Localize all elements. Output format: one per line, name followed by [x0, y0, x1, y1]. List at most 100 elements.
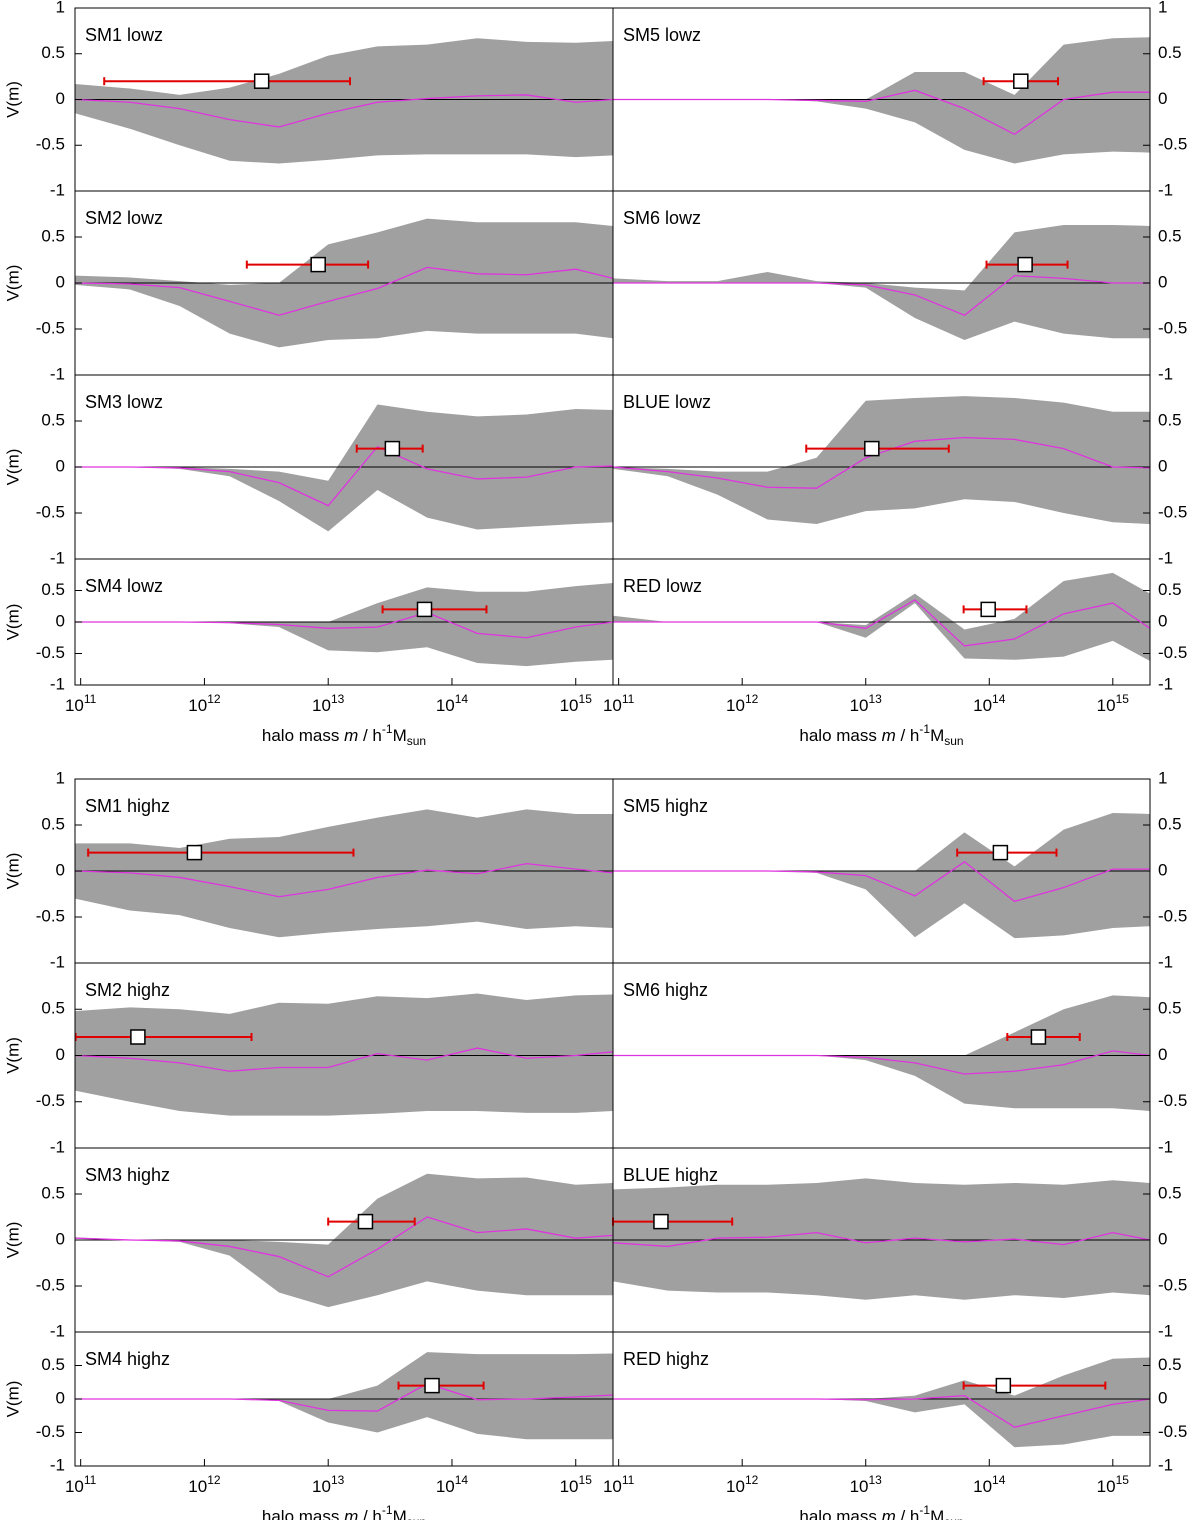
x-tick-base: 10 — [188, 696, 207, 715]
x-axis-label-part: halo mass — [799, 1507, 881, 1520]
y-tick-label: 1 — [56, 768, 65, 787]
confidence-band — [613, 1178, 1150, 1300]
y-axis-label: V(m) — [3, 449, 22, 486]
x-axis-label-part: / h — [896, 726, 920, 745]
x-axis-label-part: -1 — [919, 722, 930, 736]
x-tick-exponent: 12 — [745, 692, 759, 706]
mean-line — [74, 862, 614, 898]
x-axis-label: halo mass m / h-1Msun — [262, 1503, 426, 1520]
panel: BLUE lowz -1 -0.5 0 0.5 — [612, 374, 1187, 567]
panel: SM5 lowz -1 -0.5 0 0.5 1 — [612, 0, 1187, 199]
y-tick-label: -1 — [1158, 1137, 1173, 1156]
x-tick-label: 1011 — [603, 692, 635, 715]
x-axis-label: halo mass m / h-1Msun — [799, 1503, 963, 1520]
y-tick-label: -1 — [50, 364, 65, 383]
y-tick-label: -1 — [1158, 1321, 1173, 1340]
panel-label: BLUE lowz — [623, 392, 711, 412]
y-tick-label: 0 — [56, 860, 65, 879]
y-tick-label: -0.5 — [1158, 1091, 1187, 1110]
x-axis-label-part: halo mass — [262, 726, 344, 745]
confidence-band — [613, 37, 1150, 164]
x-tick-exponent: 13 — [331, 692, 345, 706]
confidence-band — [75, 582, 613, 667]
confidence-band — [75, 993, 613, 1116]
error-bar — [87, 848, 355, 857]
panel: SM6 highz -1 -0.5 0 0.5 — [612, 962, 1187, 1156]
x-axis-label-part: M — [393, 726, 407, 745]
y-tick-label: 0 — [56, 456, 65, 475]
confidence-band — [75, 1352, 613, 1440]
point — [416, 601, 433, 618]
x-tick-base: 10 — [65, 696, 84, 715]
point — [424, 1377, 440, 1394]
point — [253, 73, 270, 89]
point — [1017, 256, 1033, 273]
x-tick-label: 1015 — [560, 692, 593, 715]
x-tick-exponent: 14 — [455, 692, 469, 706]
y-tick-label: 0 — [1158, 611, 1167, 630]
x-tick-label: 1011 — [65, 692, 97, 715]
y-tick-label: -0.5 — [1158, 135, 1187, 154]
x-axis-label-part: sun — [944, 734, 963, 748]
error-bar — [245, 260, 370, 269]
y-tick-label: 0 — [1158, 89, 1167, 108]
y-tick-label: -1 — [50, 674, 65, 693]
x-tick-label: 1012 — [188, 692, 221, 715]
y-tick-label: -0.5 — [1158, 643, 1187, 662]
mean-line — [613, 599, 1151, 647]
error-bar — [74, 1033, 253, 1041]
confidence-band — [75, 809, 613, 938]
x-axis-label-part: sun — [407, 734, 426, 748]
mean-line — [613, 1050, 1151, 1075]
y-tick-label: 1 — [1158, 768, 1167, 787]
y-tick-label: 0.5 — [1158, 814, 1182, 833]
panel-label: SM6 highz — [623, 980, 708, 1000]
y-tick-label: -1 — [1158, 180, 1173, 199]
y-tick-label: 0.5 — [1158, 580, 1182, 599]
y-tick-label: -1 — [50, 180, 65, 199]
y-tick-label: 0 — [56, 272, 65, 291]
error-bar — [962, 1381, 1107, 1390]
mean-line — [613, 860, 1150, 903]
x-tick-base: 10 — [1097, 1477, 1116, 1496]
panel: SM6 lowz -1 -0.5 0 0.5 — [612, 190, 1187, 383]
y-tick-label: 0.5 — [41, 410, 65, 429]
x-tick-label: 1014 — [436, 692, 469, 715]
x-tick-label: 1013 — [312, 1473, 345, 1496]
x-tick-label: 1012 — [188, 1473, 221, 1496]
x-tick-base: 10 — [65, 1477, 84, 1496]
x-tick-exponent: 15 — [579, 692, 593, 706]
y-tick-label: -0.5 — [1158, 318, 1187, 337]
y-axis-label: V(m) — [3, 1381, 22, 1418]
y-tick-label: -0.5 — [36, 318, 65, 337]
x-axis-label-part: sun — [407, 1515, 426, 1520]
x-axis-label-part: M — [930, 1507, 944, 1520]
x-tick-exponent: 13 — [331, 1473, 345, 1487]
y-tick-label: -0.5 — [36, 135, 65, 154]
point — [1030, 1029, 1047, 1045]
panel-label: SM2 lowz — [85, 208, 163, 228]
y-tick-label: 0.5 — [1158, 43, 1182, 62]
x-tick-exponent: 11 — [84, 692, 97, 706]
mean-line — [74, 1216, 614, 1278]
x-axis-label-part: sun — [944, 1515, 963, 1520]
y-tick-label: 0.5 — [1158, 410, 1182, 429]
mean-line — [613, 89, 1150, 136]
x-tick-base: 10 — [436, 1477, 455, 1496]
mean-line — [74, 94, 614, 128]
y-tick-label: -1 — [50, 1137, 65, 1156]
panel-label: SM1 lowz — [85, 25, 163, 45]
x-tick-exponent: 13 — [869, 692, 883, 706]
y-tick-label: -1 — [50, 548, 65, 567]
x-tick-base: 10 — [560, 1477, 579, 1496]
x-tick-exponent: 12 — [207, 692, 221, 706]
y-axis-label: V(m) — [3, 265, 22, 302]
confidence-band — [613, 995, 1150, 1111]
x-axis-label-part: m — [882, 1507, 896, 1520]
x-tick-exponent: 12 — [745, 1473, 759, 1487]
x-axis-label-part: / h — [358, 726, 382, 745]
y-tick-label: 0 — [1158, 272, 1167, 291]
x-tick-base: 10 — [973, 1477, 992, 1496]
x-tick-base: 10 — [603, 696, 622, 715]
panel-label: SM4 lowz — [85, 576, 163, 596]
